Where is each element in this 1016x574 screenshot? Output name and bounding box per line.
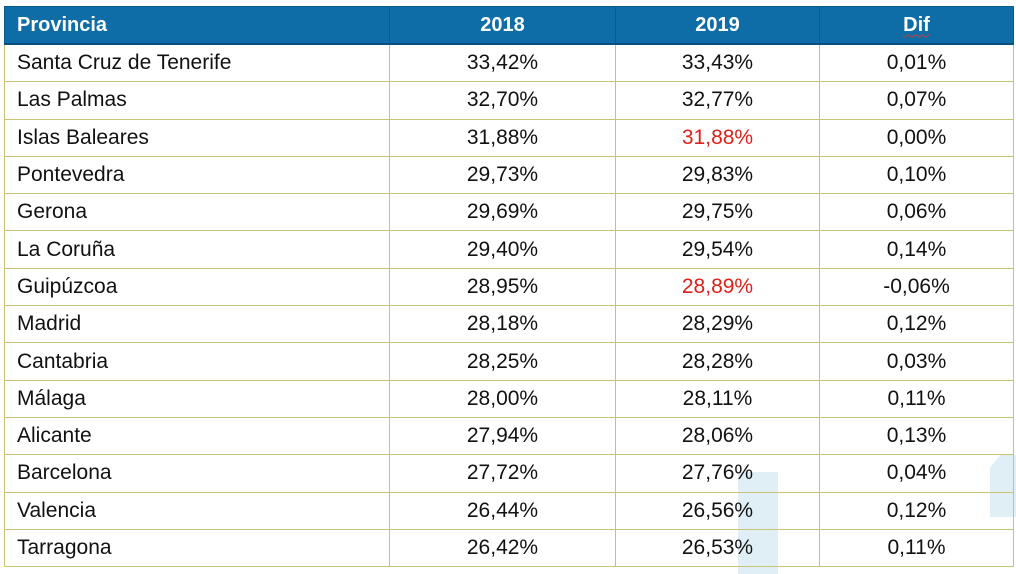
cell-2019: 29,75% [615, 193, 820, 232]
cell-2018: 33,42% [389, 43, 616, 83]
cell-2018: 27,94% [389, 416, 616, 456]
table-row: Valencia 26,44% 26,56% 0,12% [4, 491, 1014, 530]
cell-2019: 28,28% [615, 342, 820, 381]
cell-provincia: Alicante [4, 416, 390, 456]
cell-2018: 29,69% [389, 193, 616, 232]
cell-2019: 28,06% [615, 416, 820, 456]
cell-provincia: Madrid [4, 305, 390, 344]
table-row: Las Palmas 32,70% 32,77% 0,07% [4, 81, 1014, 120]
cell-provincia: Cantabria [4, 342, 390, 381]
provincia-table: Provincia 2018 2019 Dif Santa Cruz de Te… [4, 6, 1014, 568]
cell-provincia: Las Palmas [4, 81, 390, 120]
cell-provincia: Barcelona [4, 454, 390, 493]
cell-dif: 0,01% [819, 43, 1014, 83]
cell-2018: 26,44% [389, 491, 616, 530]
cell-dif: 0,00% [819, 118, 1014, 157]
cell-dif: 0,11% [819, 528, 1014, 568]
cell-2018: 28,18% [389, 305, 616, 344]
cell-dif: 0,03% [819, 342, 1014, 381]
cell-provincia: Santa Cruz de Tenerife [4, 43, 390, 83]
header-provincia: Provincia [4, 6, 390, 45]
cell-2018: 27,72% [389, 454, 616, 493]
cell-dif: 0,10% [819, 155, 1014, 195]
cell-2019: 29,83% [615, 155, 820, 195]
cell-provincia: Valencia [4, 491, 390, 530]
cell-2019: 26,53% [615, 528, 820, 568]
table-row: Cantabria 28,25% 28,28% 0,03% [4, 342, 1014, 381]
header-2019: 2019 [615, 6, 820, 45]
cell-provincia: Pontevedra [4, 155, 390, 195]
cell-dif: 0,12% [819, 305, 1014, 344]
table-body: Santa Cruz de Tenerife 33,42% 33,43% 0,01% L… [4, 43, 1014, 568]
cell-2019: 28,29% [615, 305, 820, 344]
cell-2018: 32,70% [389, 81, 616, 120]
cell-dif: 0,14% [819, 230, 1014, 269]
cell-2018: 26,42% [389, 528, 616, 568]
cell-2019: 31,88% [615, 118, 820, 157]
table-row: Barcelona 27,72% 27,76% 0,04% [4, 454, 1014, 493]
cell-provincia: Málaga [4, 379, 390, 418]
cell-provincia: Islas Baleares [4, 118, 390, 157]
table-row: Tarragona 26,42% 26,53% 0,11% [4, 528, 1014, 568]
cell-2018: 28,25% [389, 342, 616, 381]
cell-dif: 0,04% [819, 454, 1014, 493]
cell-provincia: Guipúzcoa [4, 267, 390, 307]
table-row: Pontevedra 29,73% 29,83% 0,10% [4, 155, 1014, 195]
table-row: Madrid 28,18% 28,29% 0,12% [4, 305, 1014, 344]
header-2018: 2018 [389, 6, 616, 45]
cell-dif: 0,06% [819, 193, 1014, 232]
cell-2019: 27,76% [615, 454, 820, 493]
cell-dif: -0,06% [819, 267, 1014, 307]
cell-2019: 28,11% [615, 379, 820, 418]
header-dif-label: Dif [903, 13, 930, 36]
cell-2019: 33,43% [615, 43, 820, 83]
cell-dif: 0,13% [819, 416, 1014, 456]
cell-dif: 0,07% [819, 81, 1014, 120]
cell-2018: 31,88% [389, 118, 616, 157]
cell-dif: 0,12% [819, 491, 1014, 530]
cell-dif: 0,11% [819, 379, 1014, 418]
table-row: Islas Baleares 31,88% 31,88% 0,00% [4, 118, 1014, 157]
header-dif: Dif [819, 6, 1014, 45]
cell-2019: 26,56% [615, 491, 820, 530]
cell-2018: 29,73% [389, 155, 616, 195]
cell-2019: 29,54% [615, 230, 820, 269]
cell-2018: 28,95% [389, 267, 616, 307]
table-row: La Coruña 29,40% 29,54% 0,14% [4, 230, 1014, 269]
cell-2019: 28,89% [615, 267, 820, 307]
table-row: Santa Cruz de Tenerife 33,42% 33,43% 0,01% [4, 43, 1014, 83]
cell-provincia: Tarragona [4, 528, 390, 568]
table-row: Málaga 28,00% 28,11% 0,11% [4, 379, 1014, 418]
table-row: Gerona 29,69% 29,75% 0,06% [4, 193, 1014, 232]
table-row: Alicante 27,94% 28,06% 0,13% [4, 416, 1014, 456]
cell-provincia: Gerona [4, 193, 390, 232]
header-row: Provincia 2018 2019 Dif [4, 6, 1014, 45]
cell-2019: 32,77% [615, 81, 820, 120]
table-row: Guipúzcoa 28,95% 28,89% -0,06% [4, 267, 1014, 307]
cell-2018: 28,00% [389, 379, 616, 418]
cell-2018: 29,40% [389, 230, 616, 269]
cell-provincia: La Coruña [4, 230, 390, 269]
